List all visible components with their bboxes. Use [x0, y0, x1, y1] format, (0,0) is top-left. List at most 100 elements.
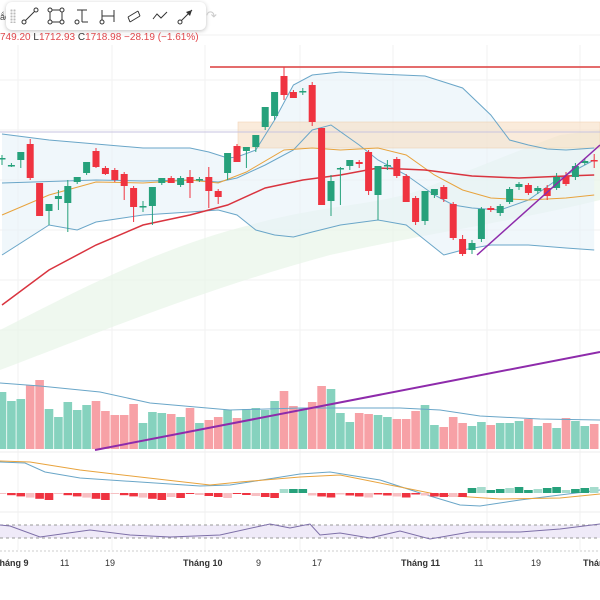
volume-bar — [552, 428, 561, 449]
candle-body — [383, 165, 391, 167]
candle-body — [139, 206, 147, 208]
volume-bar — [101, 411, 110, 449]
ohlc-legend: 749.20 L1712.93 C1718.98 −28.19 (−1.61%) — [0, 32, 199, 43]
volume-bar — [232, 418, 242, 449]
volume-bar — [185, 408, 195, 449]
candle-body — [524, 185, 532, 193]
macd-histogram-bar — [561, 490, 571, 493]
candle-body — [374, 166, 382, 195]
macd-histogram-bar — [110, 493, 120, 494]
volume-bar — [204, 420, 214, 449]
volume-bar — [260, 410, 270, 449]
candle-body — [571, 166, 579, 177]
parallel-channel-icon[interactable] — [122, 4, 146, 28]
redo-icon[interactable]: ↷ — [206, 8, 217, 23]
macd-histogram-bar — [195, 493, 204, 495]
macd-histogram-bar — [298, 489, 308, 493]
macd-histogram-bar — [0, 493, 7, 494]
macd-histogram-bar — [91, 493, 101, 499]
x-tick: 17 — [312, 558, 323, 568]
candle-body — [252, 135, 260, 147]
volume-bar — [495, 423, 505, 449]
volume-bar — [458, 423, 467, 449]
bollinger-lower — [1, 209, 595, 256]
macd-histogram-bar — [495, 489, 505, 493]
candle-body — [195, 179, 203, 181]
candle-body — [186, 177, 194, 183]
drag-handle-icon[interactable] — [10, 9, 16, 23]
arrow-icon[interactable] — [174, 4, 198, 28]
macd-histogram-bar — [270, 493, 279, 498]
macd-histogram-bar — [54, 493, 63, 494]
path-icon[interactable] — [148, 4, 172, 28]
volume-bar — [148, 412, 157, 449]
macd-histogram-bar — [326, 493, 336, 498]
volume-bar — [82, 405, 91, 449]
candle-body — [36, 183, 44, 216]
candle-body — [205, 177, 213, 191]
x-tick: Tháng 11 — [401, 558, 441, 568]
volume-bar — [486, 425, 496, 449]
volume-bar — [270, 401, 279, 449]
macd-histogram-bar — [542, 488, 552, 493]
volume-bar — [373, 415, 383, 449]
candle-body — [148, 187, 156, 206]
rectangle-icon[interactable] — [44, 4, 68, 28]
volume-bar — [138, 423, 148, 449]
candle-body — [73, 177, 81, 182]
horizontal-measure-icon[interactable] — [96, 4, 120, 28]
macd-histogram-bar — [317, 493, 326, 497]
macd-histogram-bar — [392, 493, 402, 497]
volume-bar — [392, 419, 402, 449]
candle-body — [54, 196, 62, 199]
volume-bar — [533, 426, 543, 449]
trend-line-icon[interactable] — [18, 4, 42, 28]
candle-body — [26, 144, 34, 178]
macd-histogram-bar — [552, 487, 561, 493]
macd-histogram-bar — [185, 493, 195, 494]
macd-histogram-bar — [373, 493, 383, 495]
macd-histogram-bar — [166, 493, 176, 497]
volume-bar — [514, 421, 524, 449]
volume-bar — [279, 391, 289, 449]
macd-histogram-bar — [524, 490, 533, 493]
candle-body — [0, 158, 6, 160]
open-value: 749.20 — [0, 32, 31, 43]
x-tick: Tháng — [583, 558, 600, 568]
volume-bar — [364, 414, 373, 449]
volume-bar — [16, 399, 26, 449]
candle-body — [515, 184, 523, 187]
macd-histogram-bar — [260, 493, 270, 497]
macd-line — [0, 461, 600, 507]
candle-body — [355, 162, 363, 164]
drawing-toolbar — [6, 2, 206, 30]
macd-histogram-bar — [420, 493, 430, 496]
volume-bar — [448, 417, 458, 449]
candle-body — [242, 147, 250, 151]
macd-histogram-bar — [242, 493, 251, 495]
candle-body — [224, 153, 232, 173]
macd-histogram-bar — [16, 493, 26, 497]
candle-body — [299, 91, 307, 93]
rsi-line — [0, 523, 600, 540]
macd-histogram-bar — [176, 493, 185, 498]
macd-histogram-bar — [82, 493, 91, 498]
macd-histogram-bar — [439, 493, 449, 497]
macd-histogram-bar — [72, 493, 82, 497]
volume-bar — [35, 380, 44, 449]
volume-bar — [345, 422, 355, 449]
vertical-measure-icon[interactable] — [70, 4, 94, 28]
volume-bar — [401, 419, 411, 449]
change-value: −28.19 (−1.61%) — [124, 32, 199, 43]
candle-body — [83, 162, 91, 173]
x-tick: 11 — [474, 558, 484, 568]
macd-histogram-bar — [232, 493, 242, 494]
candle-body — [440, 187, 448, 199]
bollinger-band-fill — [2, 72, 595, 255]
volume-bar — [467, 426, 477, 449]
candle-body — [130, 188, 138, 207]
volume-bar — [25, 385, 35, 449]
macd-histogram-bar — [458, 493, 467, 497]
bollinger-upper — [1, 71, 595, 159]
